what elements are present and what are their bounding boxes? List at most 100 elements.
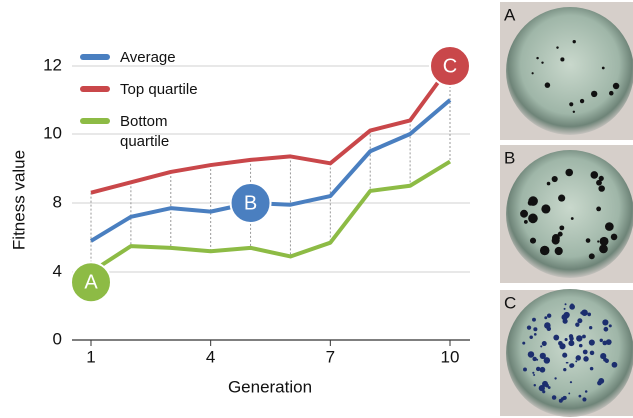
colony xyxy=(532,371,535,374)
colony xyxy=(528,196,538,206)
colony xyxy=(540,345,543,348)
colony xyxy=(604,358,609,363)
legend-label: Top quartile xyxy=(120,81,198,98)
y-tick-label: 10 xyxy=(43,123,62,142)
colony xyxy=(605,339,612,345)
series-line xyxy=(89,159,452,274)
colony xyxy=(541,61,544,64)
colony xyxy=(538,385,545,392)
colony xyxy=(563,307,566,310)
colony xyxy=(544,316,548,320)
colony xyxy=(551,175,558,183)
colony xyxy=(541,204,551,214)
colony xyxy=(532,317,536,322)
photo-label: C xyxy=(504,293,516,312)
legend-label: Average xyxy=(120,49,176,66)
colony xyxy=(582,334,586,339)
colony xyxy=(603,326,609,332)
colony xyxy=(564,303,567,306)
colony xyxy=(570,303,574,307)
colony xyxy=(589,350,595,356)
colony xyxy=(597,240,600,243)
colony xyxy=(584,390,588,393)
colony xyxy=(577,318,583,324)
colony xyxy=(556,46,559,49)
photo-label: A xyxy=(504,5,516,24)
colony xyxy=(554,377,557,380)
colony xyxy=(599,236,609,246)
x-tick-label: 10 xyxy=(441,347,460,366)
colony xyxy=(532,356,537,362)
colony xyxy=(523,220,528,224)
colony xyxy=(579,98,585,104)
colony xyxy=(575,360,578,363)
colony xyxy=(569,381,573,384)
legend-item: Average xyxy=(80,48,220,68)
colony xyxy=(561,314,568,321)
colony xyxy=(582,349,588,355)
colony xyxy=(543,357,551,364)
colony xyxy=(529,237,537,244)
colony xyxy=(613,362,617,367)
colony xyxy=(546,313,552,318)
colony xyxy=(526,325,532,330)
y-tick-label: 8 xyxy=(53,192,62,211)
colony xyxy=(569,336,574,341)
colony xyxy=(589,326,593,330)
annotation-label: C xyxy=(443,55,457,77)
colony xyxy=(587,312,592,317)
colony xyxy=(569,102,574,107)
colony xyxy=(557,231,563,237)
legend-item: Top quartile xyxy=(80,80,220,100)
colony xyxy=(536,56,539,60)
colony xyxy=(535,366,541,372)
colony xyxy=(527,351,535,358)
colony xyxy=(596,206,602,212)
colony xyxy=(533,333,537,336)
colony xyxy=(608,324,612,328)
colony xyxy=(599,338,603,343)
colony xyxy=(568,340,575,347)
colony xyxy=(531,72,534,75)
colony xyxy=(544,82,551,88)
colony xyxy=(596,179,602,186)
colony xyxy=(600,355,604,359)
colony xyxy=(582,397,587,402)
colony xyxy=(597,380,602,386)
colony xyxy=(572,110,576,114)
colony xyxy=(575,355,582,361)
legend-item: Bottom quartile xyxy=(80,112,220,152)
colony xyxy=(558,194,566,202)
colony xyxy=(539,366,546,373)
colony xyxy=(565,361,568,364)
colony xyxy=(583,356,589,362)
legend-label: Bottom quartile xyxy=(120,113,170,150)
colony xyxy=(553,334,560,341)
colony xyxy=(541,341,547,347)
colony xyxy=(522,341,526,345)
colony xyxy=(578,343,583,348)
colony xyxy=(598,185,605,192)
colony xyxy=(564,338,568,342)
annotation-label: A xyxy=(84,271,98,293)
colony xyxy=(565,168,574,177)
colony xyxy=(576,335,583,342)
x-tick-label: 1 xyxy=(86,347,95,366)
colony xyxy=(588,253,595,260)
colony xyxy=(601,66,605,70)
colony xyxy=(558,398,563,403)
colony xyxy=(562,352,568,358)
y-tick-label: 4 xyxy=(53,261,62,280)
colony xyxy=(529,335,533,340)
annotation-label: B xyxy=(244,192,257,214)
photo-label: B xyxy=(504,148,515,167)
colony xyxy=(599,244,608,254)
colony xyxy=(551,236,560,245)
colony xyxy=(572,39,576,44)
colony xyxy=(602,340,608,346)
colony xyxy=(588,339,595,346)
colony xyxy=(546,181,551,186)
colony xyxy=(560,57,565,62)
colony xyxy=(570,217,574,220)
